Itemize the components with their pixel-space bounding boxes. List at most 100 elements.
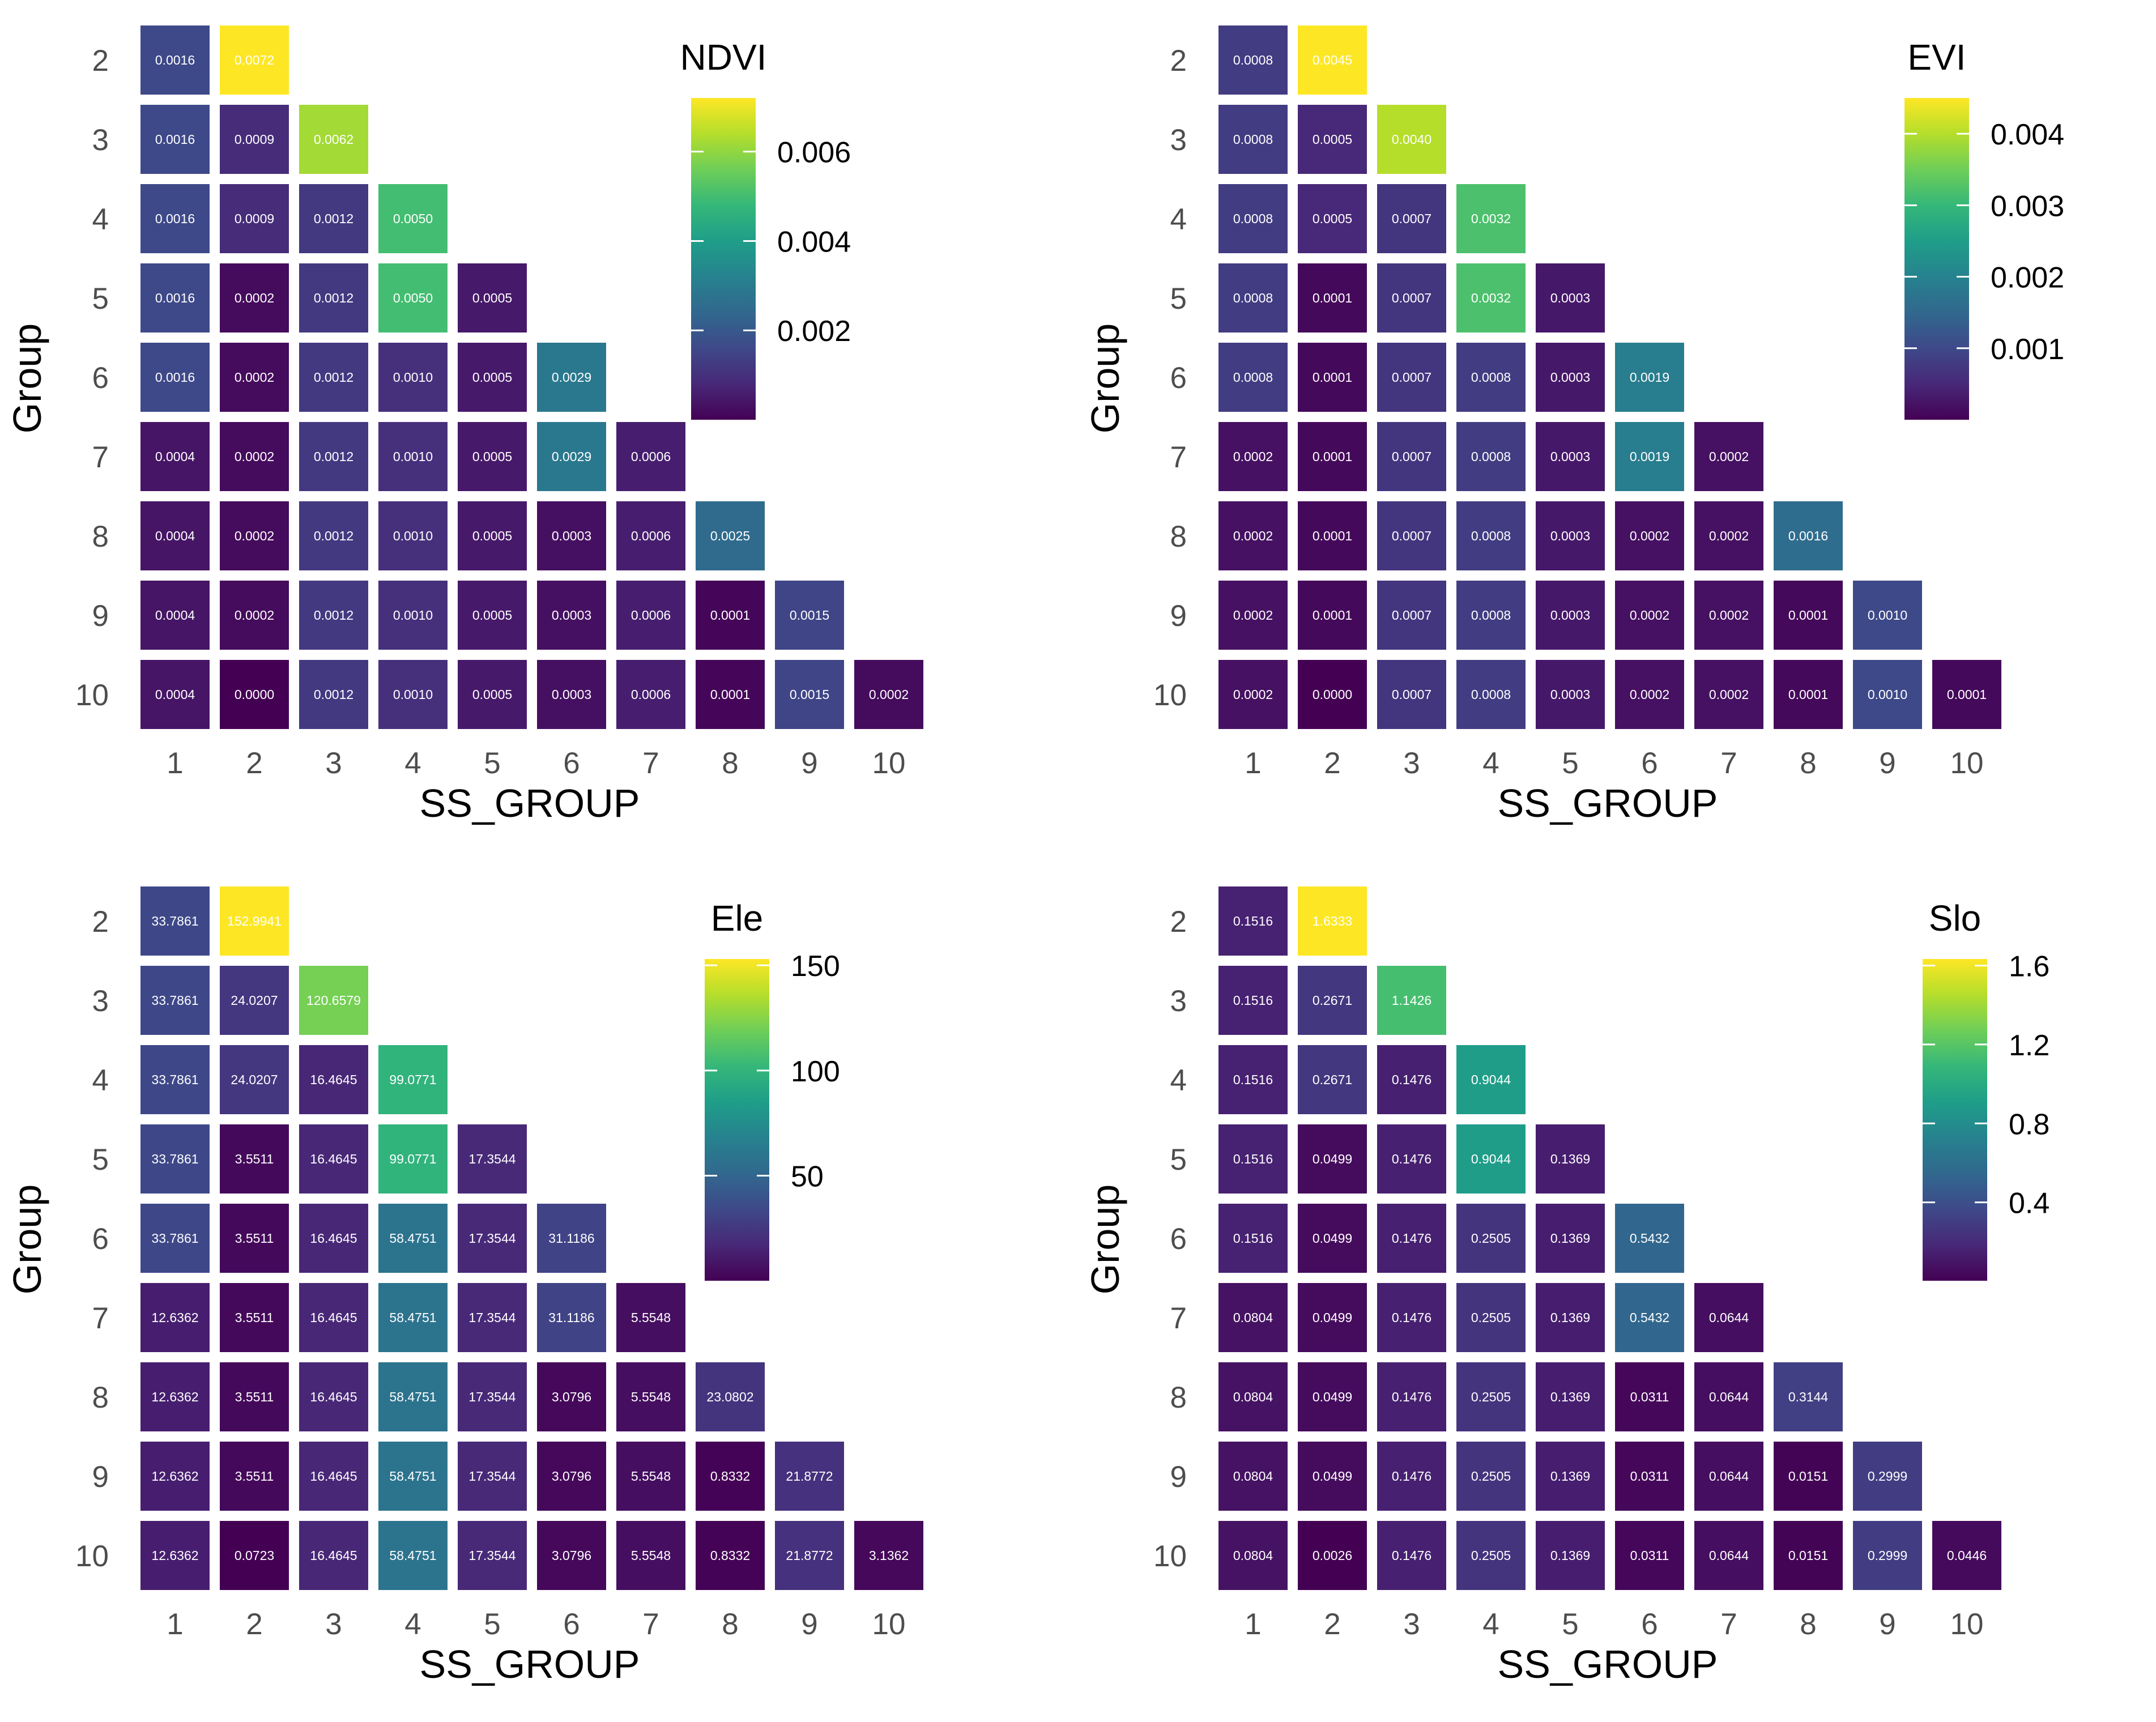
heatmap-cell — [220, 184, 289, 253]
cell-value-label: 17.3544 — [468, 1548, 515, 1563]
y-tick-label: 3 — [1170, 984, 1187, 1018]
cell-value-label: 58.4751 — [389, 1231, 436, 1246]
cell-value-label: 0.0000 — [1313, 687, 1352, 702]
heatmap-cell — [378, 660, 448, 729]
legend-colorbar — [705, 959, 769, 1281]
legend-tick-label: 50 — [791, 1161, 824, 1194]
heatmap-cell — [1853, 581, 1922, 650]
x-tick-label: 4 — [1482, 747, 1499, 780]
cell-value-label: 0.0001 — [1313, 449, 1352, 464]
heatmap-cell — [1298, 1283, 1367, 1352]
cell-value-label: 0.0003 — [1550, 449, 1590, 464]
y-tick-label: 2 — [92, 905, 109, 939]
heatmap-cell — [299, 1124, 368, 1194]
cell-value-label: 0.0003 — [1550, 608, 1590, 623]
cell-value-label: 0.0002 — [235, 528, 274, 543]
heatmap-cell — [1615, 501, 1684, 570]
cell-value-label: 0.1369 — [1550, 1548, 1590, 1563]
heatmap-cell — [1218, 1442, 1288, 1511]
cell-value-label: 0.2999 — [1868, 1469, 1907, 1484]
heatmap-cell — [1536, 581, 1605, 650]
heatmap-cell — [140, 501, 210, 570]
heatmap-cell — [1456, 1521, 1526, 1590]
y-tick-label: 10 — [1153, 1540, 1187, 1573]
heatmap-cell — [140, 660, 210, 729]
heatmap-cell — [1853, 1442, 1922, 1511]
heatmap-cell — [1456, 1124, 1526, 1194]
cell-value-label: 0.2999 — [1868, 1548, 1907, 1563]
cell-value-label: 0.0026 — [1313, 1548, 1352, 1563]
heatmap-cell — [1218, 25, 1288, 95]
x-tick-label: 2 — [246, 747, 262, 780]
heatmap-cell — [1694, 1283, 1763, 1352]
cell-value-label: 0.0008 — [1233, 211, 1273, 226]
legend-tick-label: 1.6 — [2009, 950, 2050, 983]
heatmap-cell — [220, 422, 289, 491]
heatmap-cell — [1456, 263, 1526, 333]
heatmap-cell — [140, 1045, 210, 1114]
cell-value-label: 0.0004 — [155, 528, 195, 543]
cell-value-label: 0.1476 — [1392, 1152, 1431, 1166]
cell-value-label: 0.0002 — [1709, 449, 1749, 464]
heatmap-cell — [1377, 422, 1446, 491]
cell-value-label: 0.0005 — [472, 528, 512, 543]
cell-value-label: 0.0032 — [1471, 291, 1511, 305]
cell-value-label: 0.0009 — [235, 132, 274, 147]
x-tick-label: 5 — [1562, 747, 1578, 780]
heatmap-cell — [140, 263, 210, 333]
x-tick-label: 1 — [167, 1608, 183, 1641]
cell-value-label: 0.1369 — [1550, 1231, 1590, 1246]
heatmap-cell — [299, 581, 368, 650]
cell-value-label: 0.0002 — [1709, 608, 1749, 623]
cell-value-label: 0.0007 — [1392, 449, 1431, 464]
cell-value-label: 0.0311 — [1630, 1469, 1669, 1484]
cell-value-label: 3.0796 — [552, 1469, 591, 1484]
legend-colorbar — [691, 98, 756, 420]
heatmap-cell — [1456, 1283, 1526, 1352]
cell-value-label: 0.0446 — [1947, 1548, 1987, 1563]
y-tick-label: 4 — [1170, 1064, 1187, 1097]
cell-value-label: 16.4645 — [310, 1310, 357, 1325]
heatmap-panel-slo: 0.1516 1.6333 0.1516 0.2671 1.1426 0.1516 0.26… — [1078, 861, 2156, 1722]
cell-value-label: 0.0499 — [1313, 1469, 1352, 1484]
y-tick-label: 2 — [1170, 905, 1187, 939]
legend-tick-label: 0.002 — [777, 315, 851, 348]
cell-value-label: 0.0001 — [1313, 528, 1352, 543]
heatmap-cell — [378, 1045, 448, 1114]
heatmap-cell — [458, 501, 527, 570]
heatmap-cell — [1456, 343, 1526, 412]
cell-value-label: 0.0499 — [1313, 1310, 1352, 1325]
heatmap-cell — [1774, 501, 1843, 570]
cell-value-label: 16.4645 — [310, 1231, 357, 1246]
cell-value-label: 17.3544 — [468, 1469, 515, 1484]
heatmap-cell — [1377, 1362, 1446, 1431]
y-tick-label: 6 — [1170, 361, 1187, 395]
heatmap-cell — [1774, 581, 1843, 650]
heatmap-cell — [1218, 581, 1288, 650]
cell-value-label: 0.0499 — [1313, 1389, 1352, 1404]
heatmap-cell — [140, 1521, 210, 1590]
heatmap-cell — [1536, 660, 1605, 729]
y-tick-label: 7 — [92, 441, 109, 474]
cell-value-label: 0.0005 — [1313, 132, 1352, 147]
cell-value-label: 0.0006 — [631, 687, 671, 702]
y-tick-label: 5 — [92, 282, 109, 316]
cell-value-label: 0.0002 — [1630, 608, 1669, 623]
heatmap-cell — [299, 263, 368, 333]
heatmap-cell — [220, 1045, 289, 1114]
heatmap-cell — [220, 343, 289, 412]
heatmap-cell — [1298, 422, 1367, 491]
y-tick-label: 5 — [1170, 282, 1187, 316]
cell-value-label: 17.3544 — [468, 1310, 515, 1325]
heatmap-cell — [1377, 1124, 1446, 1194]
heatmap-cell — [299, 422, 368, 491]
heatmap-cell — [1298, 1124, 1367, 1194]
heatmap-cell — [378, 1362, 448, 1431]
legend-tick-label: 0.002 — [1991, 262, 2064, 295]
heatmap-cell — [1694, 1521, 1763, 1590]
cell-value-label: 0.0007 — [1392, 211, 1431, 226]
heatmap-cell — [220, 660, 289, 729]
cell-value-label: 58.4751 — [389, 1310, 436, 1325]
heatmap-cell — [1536, 343, 1605, 412]
